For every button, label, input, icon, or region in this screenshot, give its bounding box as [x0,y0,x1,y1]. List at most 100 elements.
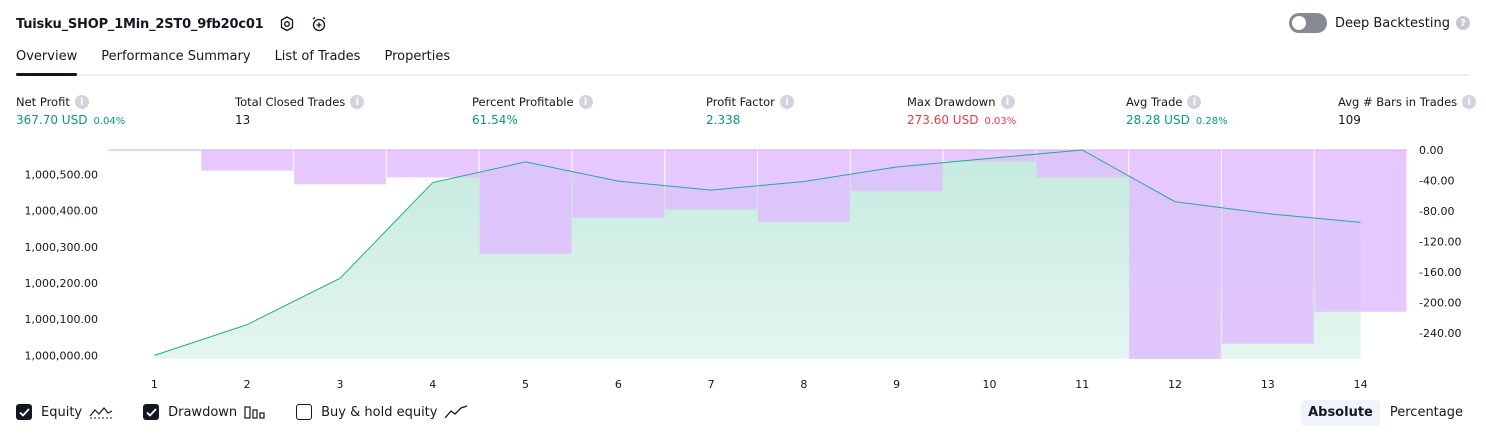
left-axis-tick-label: 1,000,000.00 [25,349,98,362]
stat-label: Avg # Bars in Trades [1338,95,1458,109]
drawdown-bars-icon [244,405,266,419]
x-axis-tick-label: 3 [336,378,343,391]
stat-avg-bars-in-trades: Avg # Bars in Trades i 109 [1338,94,1477,129]
info-icon[interactable]: i [1000,95,1015,109]
drawdown-checkbox[interactable] [143,404,160,420]
stat-percent: 0.28% [1195,116,1228,127]
x-axis-tick-label: 7 [708,378,715,391]
x-axis-tick-label: 10 [982,378,996,391]
equity-drawdown-chart[interactable]: 1,000,000.00 1,000,100.00 1,000,200.00 1,00… [0,140,1486,400]
tab-properties[interactable]: Properties [384,49,451,64]
stat-avg-trade: Avg Trade i 28.28 USD 0.28% [1126,94,1228,129]
right-axis-tick-label: -120.00 [1419,236,1461,249]
strategy-header: Tuisku_SHOP_1Min_2ST0_9fb20c01 [16,13,328,35]
drawdown-bar [479,150,572,254]
x-axis-tick-label: 11 [1075,378,1089,391]
info-icon[interactable]: i [350,95,365,109]
right-axis-tick-label: -160.00 [1419,266,1461,279]
stat-net-profit: Net Profit i 367.70 USD 0.04% [16,94,125,129]
question-icon[interactable]: ? [1456,16,1470,30]
mode-absolute-button[interactable]: Absolute [1301,400,1380,426]
left-axis-tick-label: 1,000,400.00 [25,205,98,218]
stat-value: 2.338 [706,113,741,127]
right-axis-tick-label: 0.00 [1419,144,1444,157]
x-axis-tick-label: 12 [1168,378,1182,391]
drawdown-bar [386,150,479,178]
info-icon[interactable]: i [1462,95,1477,109]
report-tabs: Overview Performance Summary List of Tra… [16,46,1470,76]
stat-percent: 0.04% [93,116,126,127]
right-axis-tick-label: -240.00 [1419,327,1461,340]
stat-label: Avg Trade [1126,95,1183,109]
equity-line [154,149,1361,356]
drawdown-bar [1314,150,1407,312]
display-mode-switch: Absolute Percentage [1298,400,1470,426]
mode-percentage-button[interactable]: Percentage [1389,405,1463,420]
drawdown-bar [943,150,1036,162]
stat-label: Total Closed Trades [235,95,346,109]
stat-label: Net Profit [16,95,70,109]
legend-buy-hold[interactable]: Buy & hold equity [296,404,468,420]
x-axis-tick-label: 9 [893,378,900,391]
stat-label: Percent Profitable [472,95,574,109]
deep-backtesting-toggle[interactable] [1288,13,1327,33]
deep-backtesting-label: Deep Backtesting [1334,15,1450,31]
stat-value: 28.28 USD [1126,113,1190,127]
left-axis-tick-label: 1,000,300.00 [25,241,98,254]
tab-performance-summary[interactable]: Performance Summary [101,49,251,64]
drawdown-bar [1129,150,1221,359]
drawdown-bar [665,150,757,210]
chart-legend: Equity Drawdown Buy & hold equity [16,404,498,420]
left-axis-tick-label: 1,000,200.00 [25,277,98,290]
right-axis-tick-label: -80.00 [1419,205,1454,218]
x-axis-tick-label: 2 [244,378,251,391]
x-axis-tick-label: 13 [1261,378,1275,391]
drawdown-bar [1036,150,1129,178]
right-axis-tick-label: -200.00 [1419,297,1461,310]
x-axis-tick-label: 1 [151,378,158,391]
equity-area [154,150,1361,359]
left-axis-tick-label: 1,000,100.00 [25,313,98,326]
tab-overview[interactable]: Overview [16,46,78,76]
legend-equity[interactable]: Equity [16,404,113,420]
equity-line-icon [89,405,113,419]
stat-profit-factor: Profit Factor i 2.338 [706,94,794,129]
legend-drawdown-label: Drawdown [168,404,238,420]
stat-value: 13 [235,113,251,127]
stat-max-drawdown: Max Drawdown i 273.60 USD 0.03% [907,94,1016,129]
buy-hold-line-icon [444,405,468,419]
drawdown-bar [1221,150,1314,344]
stat-value: 109 [1338,113,1361,127]
x-axis-tick-label: 5 [522,378,529,391]
legend-buy-hold-label: Buy & hold equity [321,404,438,420]
strategy-name: Tuisku_SHOP_1Min_2ST0_9fb20c01 [16,16,264,32]
x-axis-tick-label: 4 [429,378,436,391]
deep-backtesting: Deep Backtesting ? [1288,13,1470,33]
stat-value: 367.70 USD [16,113,88,127]
info-icon[interactable]: i [578,95,593,109]
drawdown-bar [294,150,386,185]
drawdown-bar [850,150,943,192]
stat-value: 61.54% [472,113,518,127]
legend-drawdown[interactable]: Drawdown [143,404,266,420]
alarm-clock-plus-icon[interactable] [310,15,328,33]
x-axis-tick-label: 14 [1354,378,1368,391]
buy-hold-checkbox[interactable] [296,404,313,420]
drawdown-bar [758,150,850,222]
stat-percent: 0.03% [984,116,1017,127]
left-axis-tick-label: 1,000,500.00 [25,169,98,182]
tab-list-of-trades[interactable]: List of Trades [274,49,361,64]
stat-total-closed-trades: Total Closed Trades i 13 [235,94,365,129]
x-axis-tick-label: 6 [615,378,622,391]
equity-checkbox[interactable] [16,404,32,420]
stat-percent-profitable: Percent Profitable i 61.54% [472,94,593,129]
info-icon[interactable]: i [1187,95,1202,109]
gear-icon[interactable] [278,15,296,33]
drawdown-bar [201,150,294,171]
stat-label: Profit Factor [706,95,775,109]
x-axis-tick-label: 8 [800,378,807,391]
legend-equity-label: Equity [41,404,83,420]
stat-value: 273.60 USD [907,113,979,127]
info-icon[interactable]: i [779,95,794,109]
info-icon[interactable]: i [74,95,89,109]
